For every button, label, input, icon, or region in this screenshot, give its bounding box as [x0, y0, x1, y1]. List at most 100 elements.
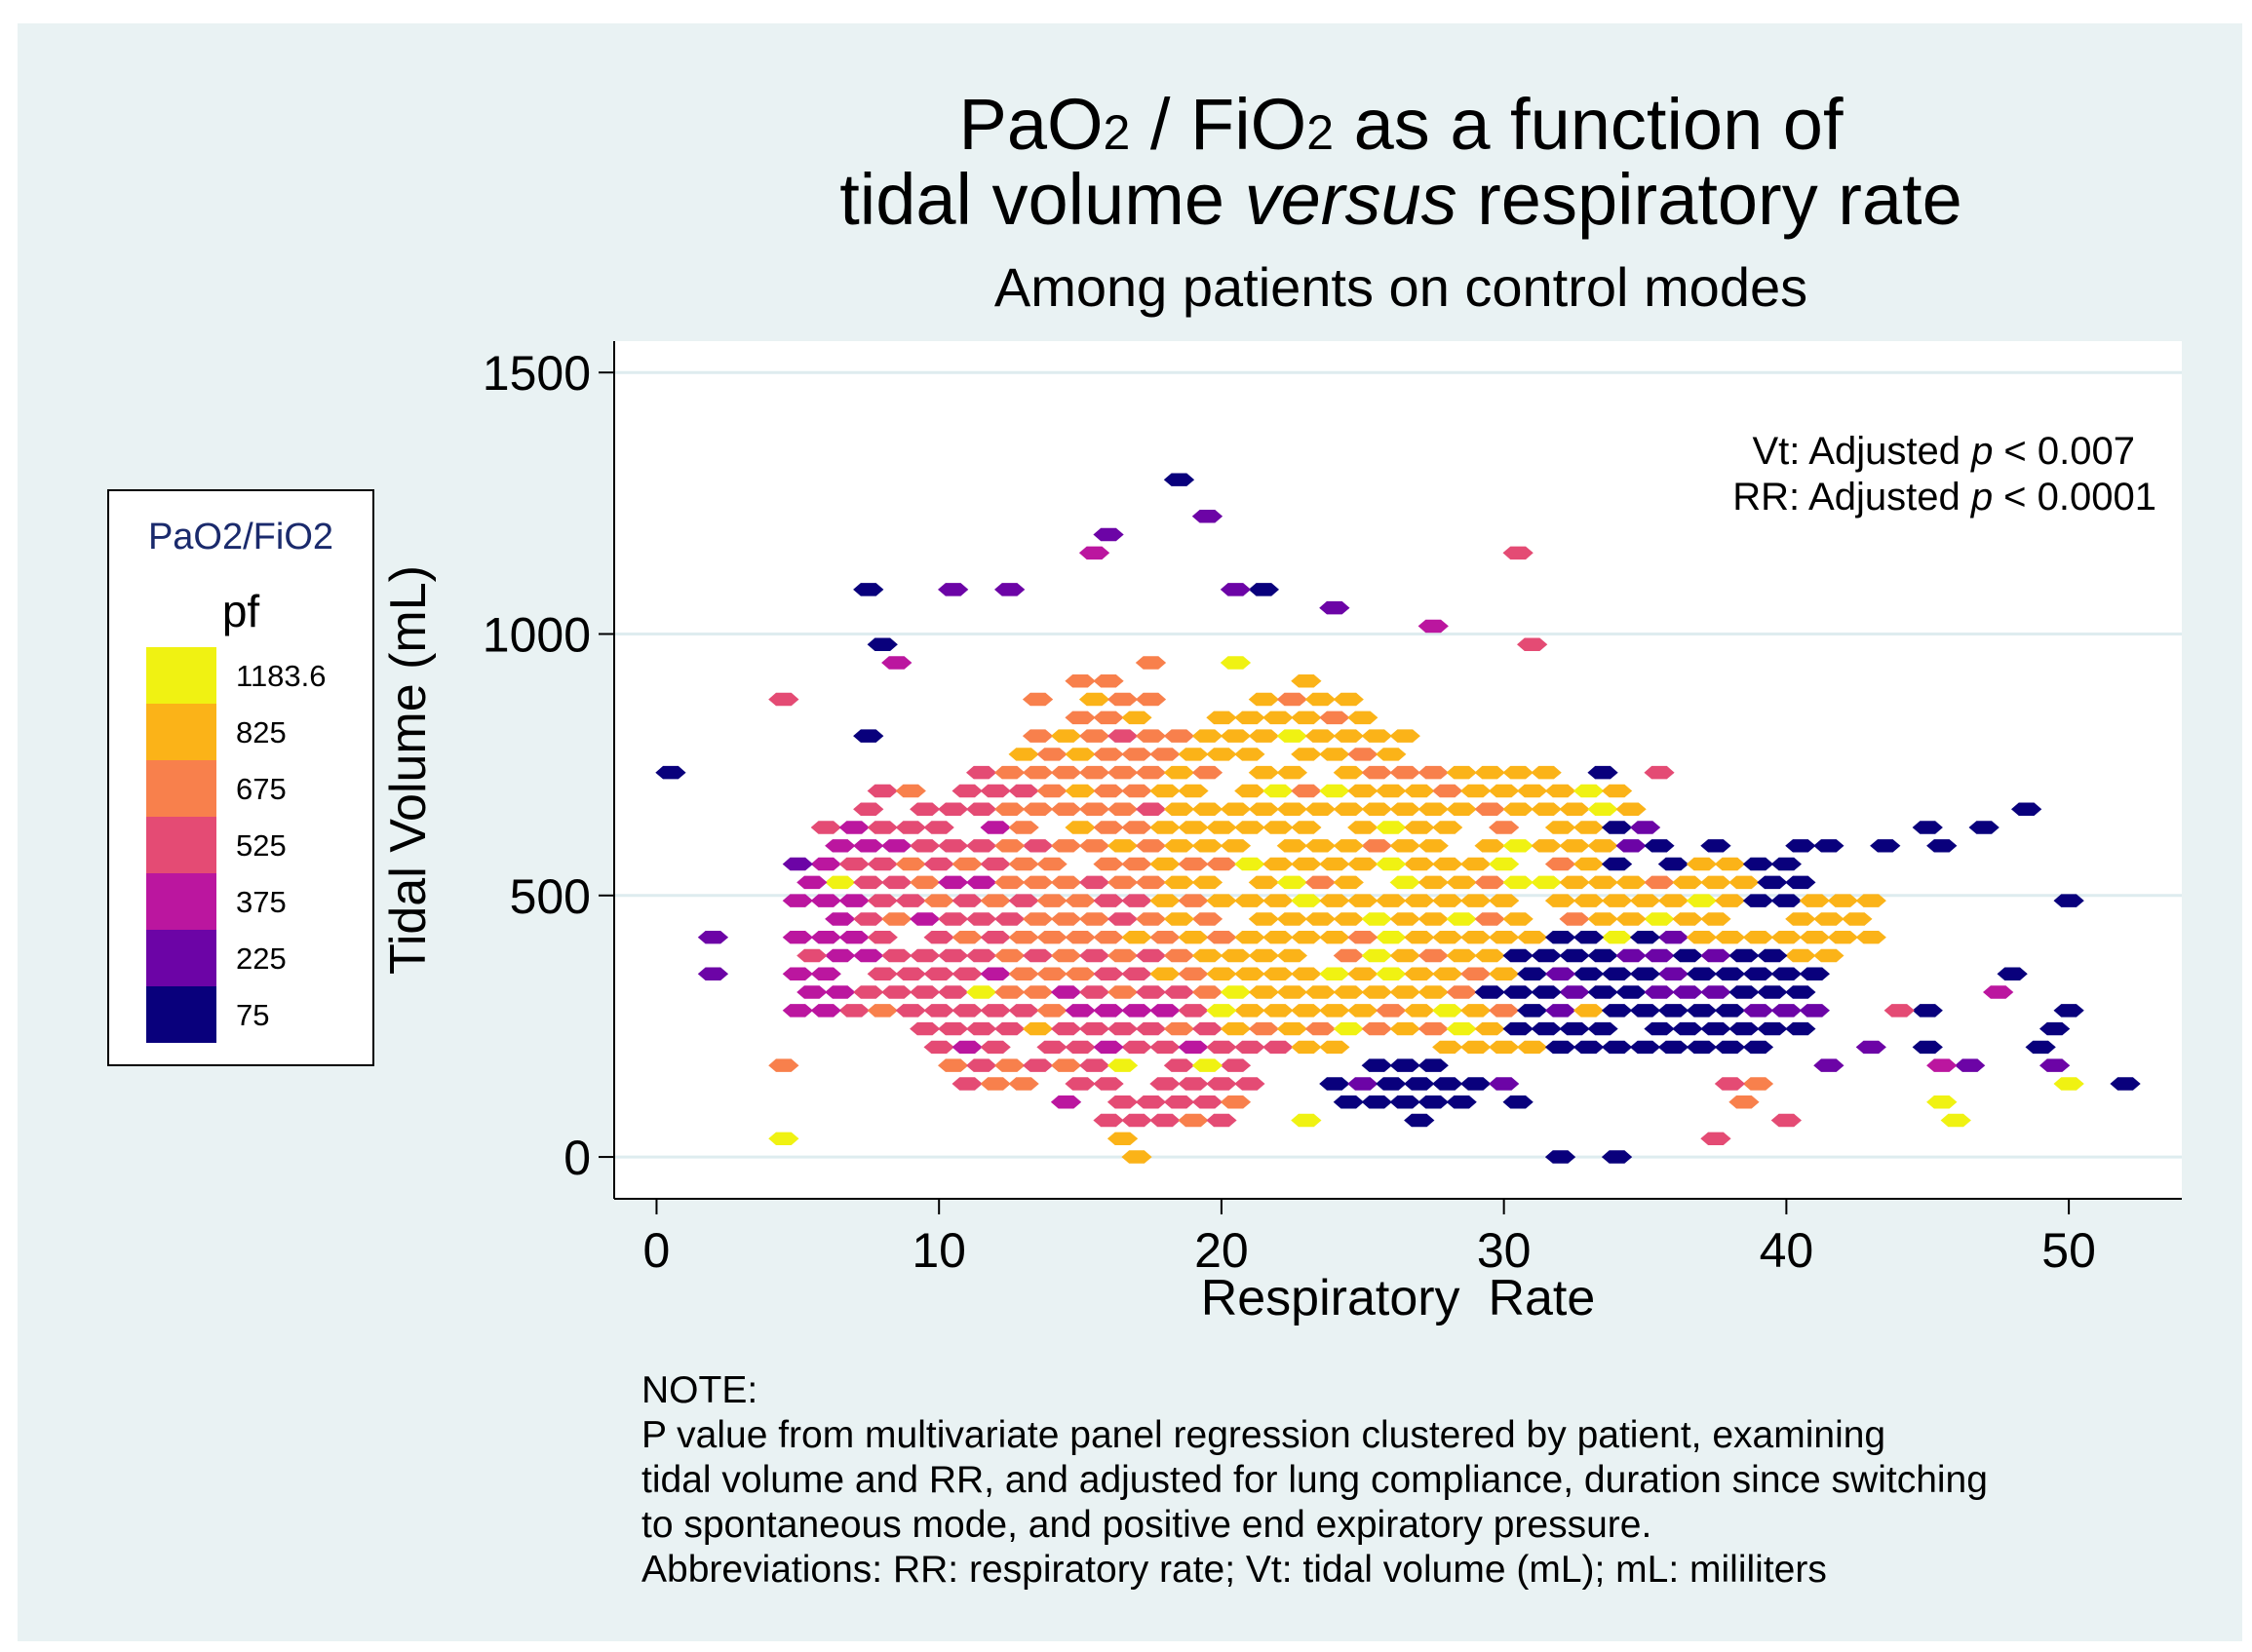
hex-cell: [1489, 894, 1520, 907]
hex-cell: [782, 967, 813, 980]
hex-cell: [1531, 948, 1562, 963]
hex-cell: [1149, 748, 1181, 761]
hex-cell: [910, 948, 941, 963]
hex-cell: [1078, 985, 1110, 999]
hex-cell: [1178, 1077, 1209, 1091]
hex-cell: [1657, 894, 1689, 907]
hex-cell: [923, 967, 954, 980]
hex-cell: [1672, 985, 1703, 999]
hex-cell: [1065, 1077, 1096, 1091]
hex-cell: [1983, 985, 2014, 999]
hex-cell: [1799, 931, 1830, 944]
hex-cell: [1376, 821, 1407, 834]
hex-cell: [1615, 912, 1647, 926]
hex-cell: [1276, 839, 1307, 853]
hex-cell: [768, 1132, 799, 1145]
hex-cell: [1997, 967, 2028, 980]
hex-cell: [1417, 875, 1449, 890]
hex-cell: [2039, 1021, 2071, 1036]
hex-cell: [881, 875, 912, 890]
hex-cell: [1601, 857, 1633, 871]
hex-cell: [1276, 765, 1307, 780]
hex-cell: [1191, 839, 1223, 853]
hex-cell: [2110, 1077, 2141, 1091]
hex-cell: [1573, 1004, 1605, 1018]
hex-cell: [1234, 1040, 1265, 1055]
hex-cell: [1093, 1113, 1124, 1128]
hex-cell: [1757, 875, 1788, 890]
hex-cell: [1036, 894, 1068, 907]
hex-cell: [1036, 967, 1068, 980]
hex-cell: [1191, 985, 1223, 999]
hex-cell: [1587, 948, 1618, 963]
hex-cell: [1489, 1040, 1520, 1055]
hex-cell: [1220, 656, 1252, 670]
hex-cell: [867, 1004, 898, 1018]
hex-cell: [853, 583, 884, 596]
chart-subtitle: Among patients on control modes: [994, 256, 1807, 318]
hex-cell: [1502, 1021, 1534, 1036]
hex-cell: [1601, 1150, 1633, 1164]
hex-cell: [980, 894, 1011, 907]
hex-cell: [1714, 1004, 1746, 1018]
hex-cell: [1206, 894, 1237, 907]
hex-cell: [1559, 948, 1590, 963]
hex-cell: [1842, 912, 1873, 926]
hex-cell: [923, 1040, 954, 1055]
hex-cell: [1531, 985, 1562, 999]
hex-cell: [1644, 912, 1675, 926]
hex-cell: [1135, 839, 1167, 853]
hex-cell: [1376, 931, 1407, 944]
hex-cell: [1361, 1095, 1392, 1109]
hex-cell: [1742, 857, 1774, 871]
hex-cell: [825, 839, 856, 853]
hex-cell: [1347, 931, 1378, 944]
hex-cell: [980, 1077, 1011, 1091]
hex-cell: [1178, 1113, 1209, 1128]
hex-cell: [1926, 1058, 1958, 1072]
hex-cell: [1078, 839, 1110, 853]
hex-cell: [1376, 784, 1407, 798]
hex-cell: [1191, 948, 1223, 963]
hex-cell: [1672, 912, 1703, 926]
hex-cell: [1615, 875, 1647, 890]
hex-cell: [1050, 1021, 1082, 1036]
hex-cell: [1050, 1095, 1082, 1109]
figure-background: PaO2 / FiO2 as a function of tidal volum…: [18, 23, 2242, 1641]
hex-cell: [1333, 912, 1364, 926]
hex-cell: [1234, 931, 1265, 944]
hex-cell: [1135, 802, 1167, 816]
hex-cell: [1544, 1150, 1576, 1164]
hex-cell: [1178, 821, 1209, 834]
hex-cell: [1432, 857, 1463, 871]
hex-cell: [1036, 1040, 1068, 1055]
hex-cell: [994, 948, 1026, 963]
hex-cell: [1093, 1004, 1124, 1018]
y-tick-label: 1500: [483, 346, 591, 401]
note-line-1: P value from multivariate panel regressi…: [641, 1414, 1886, 1456]
hex-cell: [1629, 1004, 1661, 1018]
hex-cell: [1304, 839, 1336, 853]
hex-cell: [1022, 729, 1054, 743]
hex-cell: [1389, 948, 1420, 963]
hex-cell: [1107, 765, 1139, 780]
hex-cell: [1220, 1058, 1252, 1072]
hex-cell: [1319, 748, 1350, 761]
legend-label: 75: [236, 998, 270, 1032]
hex-cell: [1121, 1150, 1152, 1164]
hex-cell: [1304, 875, 1336, 890]
hex-cell: [1093, 527, 1124, 542]
hex-cell: [825, 948, 856, 963]
hex-cell: [1291, 711, 1322, 725]
hex-cell: [1065, 967, 1096, 980]
hex-cell: [1234, 1004, 1265, 1018]
hex-cell: [1093, 748, 1124, 761]
hex-cell: [1361, 729, 1392, 743]
hex-cell: [1121, 1004, 1152, 1018]
hex-cell: [1319, 1040, 1350, 1055]
hex-cell: [1276, 948, 1307, 963]
hex-cell: [1206, 748, 1237, 761]
hex-cell: [1417, 948, 1449, 963]
legend-label: 225: [236, 941, 287, 976]
hex-cell: [951, 967, 983, 980]
